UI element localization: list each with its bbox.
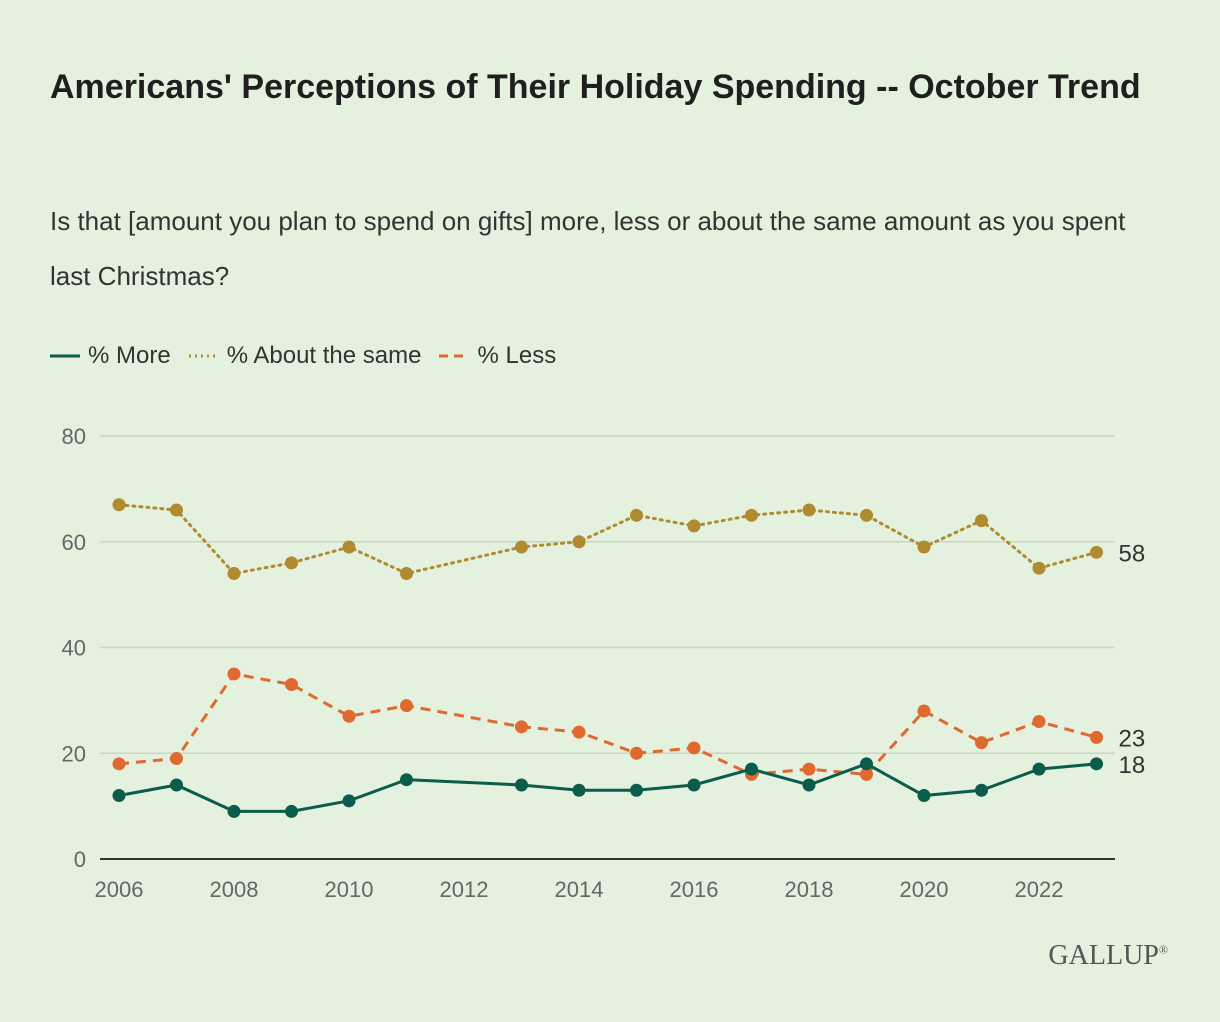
data-point (285, 804, 298, 818)
y-tick-label: 60 (62, 530, 86, 555)
data-point (170, 503, 183, 517)
x-tick-label: 2014 (555, 877, 604, 902)
data-point (975, 514, 988, 528)
data-point (1090, 757, 1103, 771)
data-point (112, 757, 126, 771)
data-point (342, 709, 356, 723)
data-point (630, 746, 643, 760)
data-point (572, 535, 586, 549)
data-point (342, 540, 356, 554)
series-line--more (118, 762, 1097, 813)
data-point (1032, 762, 1046, 776)
data-point (342, 794, 356, 808)
data-point (802, 762, 816, 776)
data-point (572, 783, 586, 797)
y-tick-label: 0 (74, 847, 86, 872)
data-point (515, 720, 528, 734)
data-point (917, 540, 931, 554)
data-point (975, 736, 988, 750)
data-point (802, 503, 816, 517)
data-point (227, 804, 241, 818)
series-line--less (118, 672, 1097, 776)
legend-label-less: % Less (477, 342, 557, 369)
y-tick-label: 40 (62, 636, 86, 661)
legend-item-less: % Less (439, 342, 556, 370)
gallup-logo: GALLUP® (1048, 940, 1168, 972)
x-tick-label: 2010 (325, 877, 374, 902)
data-point (515, 778, 528, 792)
chart-subtitle: Is that [amount you plan to spend on gif… (50, 206, 1126, 291)
series-line--about-the-same (117, 503, 1098, 576)
end-label: 23 (1119, 725, 1146, 752)
data-point (1090, 730, 1103, 744)
data-point (400, 773, 413, 787)
data-point (860, 508, 873, 522)
data-point (860, 767, 873, 781)
x-tick-label: 2022 (1015, 877, 1064, 902)
x-tick-label: 2008 (210, 877, 259, 902)
x-tick-label: 2006 (95, 877, 144, 902)
data-point (917, 789, 931, 803)
data-point (745, 762, 758, 776)
data-point (745, 508, 758, 522)
x-tick-label: 2016 (670, 877, 719, 902)
data-point (170, 752, 183, 766)
data-point (170, 778, 183, 792)
logo-text: GALLUP (1048, 940, 1159, 971)
data-point (687, 741, 701, 755)
data-point (1032, 561, 1046, 575)
data-point (572, 725, 586, 739)
data-point (630, 783, 643, 797)
data-point (917, 704, 931, 718)
data-point (285, 678, 298, 692)
data-point (1032, 715, 1046, 729)
data-point (112, 789, 126, 803)
data-point (285, 556, 298, 570)
x-tick-label: 2020 (900, 877, 949, 902)
x-tick-label: 2018 (785, 877, 834, 902)
x-tick-label: 2012 (440, 877, 489, 902)
data-point (687, 519, 701, 533)
legend-item-more: % More (50, 342, 171, 370)
y-tick-label: 20 (62, 741, 86, 766)
y-tick-label: 80 (62, 424, 86, 449)
legend-item-same: % About the same (188, 342, 422, 370)
logo-mark: ® (1158, 942, 1168, 957)
data-point (802, 778, 816, 792)
end-label: 18 (1119, 752, 1146, 779)
data-point (400, 699, 413, 713)
data-point (1090, 545, 1103, 559)
data-point (630, 508, 643, 522)
data-point (227, 566, 241, 580)
data-point (227, 667, 241, 681)
data-point (860, 757, 873, 771)
chart-title: Americans' Perceptions of Their Holiday … (50, 68, 1141, 106)
data-point (400, 566, 413, 580)
legend-label-same: % About the same (226, 342, 422, 369)
legend-label-more: % More (88, 342, 171, 369)
data-point (112, 498, 126, 512)
end-label: 58 (1119, 540, 1146, 567)
legend: % More % About the same % Less (50, 342, 556, 370)
data-point (975, 783, 988, 797)
data-point (515, 540, 528, 554)
data-point (687, 778, 701, 792)
